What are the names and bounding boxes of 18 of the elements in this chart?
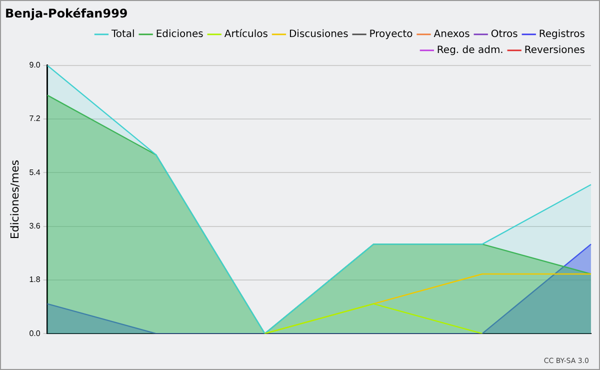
legend-label: Reversiones bbox=[524, 44, 585, 56]
y-tick-label: 5.4 bbox=[29, 168, 41, 177]
legend-label: Discusiones bbox=[288, 28, 348, 40]
legend-label: Proyecto bbox=[369, 28, 413, 40]
legend-label: Registros bbox=[538, 28, 586, 40]
y-axis-title: Ediciones/mes bbox=[8, 160, 22, 240]
y-tick-label: 0.0 bbox=[29, 328, 41, 338]
y-tick-label: 9.0 bbox=[29, 60, 41, 70]
legend-label: Artículos bbox=[224, 28, 268, 40]
legend-label: Ediciones bbox=[156, 28, 204, 40]
legend-label: Anexos bbox=[434, 28, 470, 40]
y-tick-label: 3.6 bbox=[29, 222, 41, 231]
legend-label: Reg. de adm. bbox=[436, 44, 504, 56]
y-tick-label: 7.2 bbox=[29, 114, 41, 124]
legend-label: Otros bbox=[490, 28, 518, 40]
y-tick-label: 1.8 bbox=[29, 275, 41, 284]
chart-title: Benja-Pokéfan999 bbox=[5, 6, 128, 20]
legend-label: Total bbox=[110, 28, 135, 40]
